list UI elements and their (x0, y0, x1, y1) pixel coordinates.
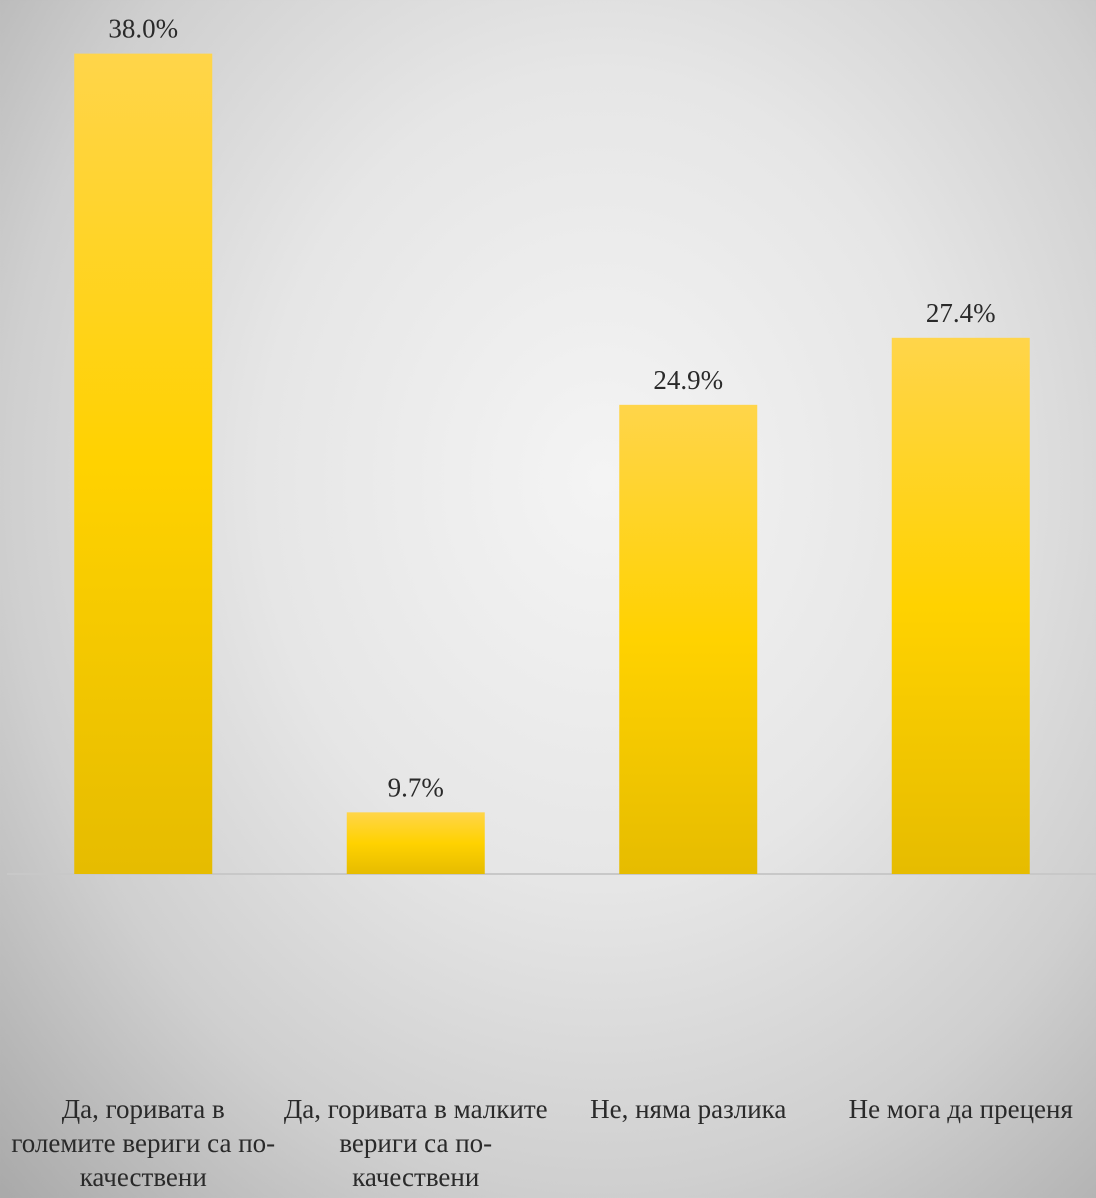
value-label: 38.0% (108, 14, 178, 44)
value-label: 9.7% (388, 772, 444, 802)
bar (891, 337, 1030, 874)
x-tick-label: Да, горивата в големите вериги са по-кач… (11, 1094, 276, 1192)
bar (346, 812, 485, 874)
x-tick-label: Да, горивата в малките вериги са по-каче… (283, 1094, 548, 1192)
value-label: 27.4% (926, 298, 996, 328)
bar (74, 53, 213, 875)
x-tick-label: Не мога да преценя (848, 1094, 1073, 1124)
x-tick-label: Не, няма разлика (590, 1094, 787, 1124)
bar (619, 404, 758, 874)
value-label: 24.9% (653, 365, 723, 395)
